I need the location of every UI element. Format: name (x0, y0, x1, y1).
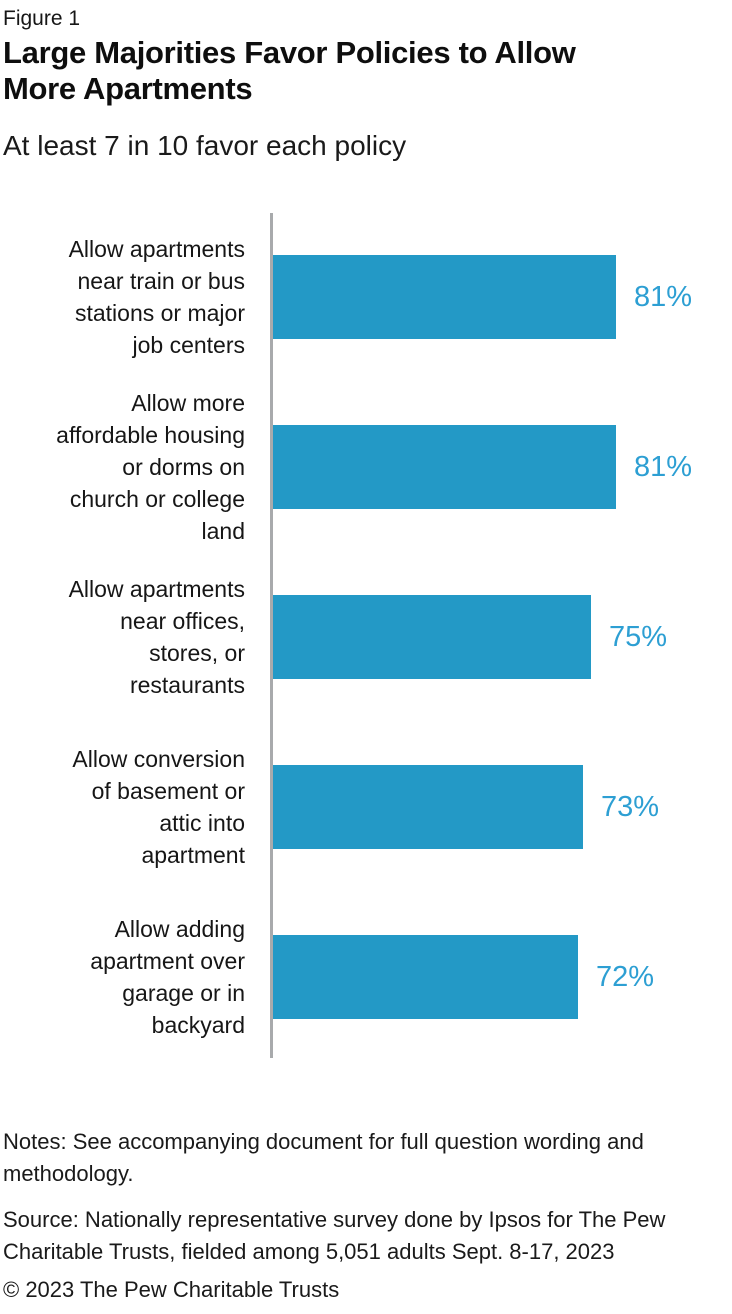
bar (273, 255, 616, 339)
value-label: 73% (601, 790, 660, 823)
figure-footer: Notes: See accompanying document for ful… (3, 1126, 724, 1306)
bar-area: 81% (273, 255, 724, 339)
chart-subtitle: At least 7 in 10 favor each policy (3, 130, 407, 161)
category-label: Allow apartments near train or bus stati… (68, 236, 245, 358)
bar-row: Allow more affordable housing or dorms o… (3, 382, 724, 552)
value-label: 72% (596, 960, 655, 993)
value-label: 75% (609, 620, 668, 653)
bar-row: Allow apartments near train or bus stati… (3, 212, 724, 382)
category-label: Allow adding apartment over garage or in… (90, 916, 245, 1038)
category-label: Allow more affordable housing or dorms o… (56, 390, 245, 544)
bar-chart: Allow apartments near train or bus stati… (3, 212, 724, 1062)
category-label: Allow apartments near offices, stores, o… (68, 576, 245, 698)
copyright-text: © 2023 The Pew Charitable Trusts (3, 1277, 340, 1302)
category-label: Allow conversion of basement or attic in… (72, 746, 245, 868)
y-axis-line (270, 213, 273, 1058)
bar-area: 81% (273, 425, 724, 509)
bar (273, 595, 591, 679)
bar-area: 75% (273, 595, 724, 679)
bar (273, 425, 616, 509)
bar-area: 73% (273, 765, 724, 849)
source-text: Source: Nationally representative survey… (3, 1207, 666, 1264)
figure-label: Figure 1 (3, 7, 81, 30)
notes-text: Notes: See accompanying document for ful… (3, 1129, 644, 1186)
bar (273, 935, 578, 1019)
bar-row: Allow conversion of basement or attic in… (3, 722, 724, 892)
bar-row: Allow apartments near offices, stores, o… (3, 552, 724, 722)
value-label: 81% (634, 280, 693, 313)
bar (273, 765, 583, 849)
bar-area: 72% (273, 935, 724, 1019)
chart-title: Large Majorities Favor Policies to Allow… (3, 35, 576, 106)
value-label: 81% (634, 450, 693, 483)
bar-row: Allow adding apartment over garage or in… (3, 892, 724, 1062)
